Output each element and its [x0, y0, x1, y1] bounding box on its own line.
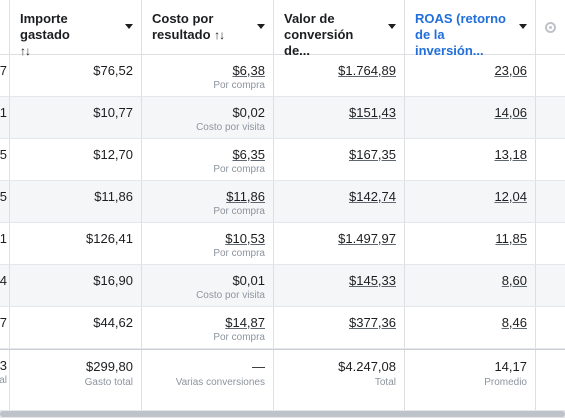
cost-per-result-value: $0,02 [232, 105, 265, 120]
roas-link[interactable]: 14,06 [494, 105, 527, 120]
sort-icon[interactable]: ↑↓ [214, 28, 225, 42]
truncated-cell-value: 1 [0, 231, 7, 246]
cost-per-result-link[interactable]: $14,87 [225, 315, 265, 330]
table-row[interactable]: 1 $10,77 $0,02 Costo por visita $151,43 … [0, 97, 565, 139]
roas-link[interactable]: 11,85 [495, 231, 527, 246]
conversion-value-link[interactable]: $167,35 [349, 147, 396, 162]
truncated-cell-value: 7 [0, 315, 7, 330]
conversion-value-link[interactable]: $1.764,89 [338, 63, 396, 78]
column-header-label: Costo por resultado [152, 11, 214, 42]
spend-value: $126,41 [86, 231, 133, 246]
conversion-value-link[interactable]: $145,33 [349, 273, 396, 288]
spend-value: $44,62 [93, 315, 133, 330]
total-cost-per-result-value: — [252, 359, 265, 374]
cost-per-result-caption: Por compra [213, 80, 265, 91]
spend-value: $10,77 [93, 105, 133, 120]
cost-per-result-link[interactable]: $11,86 [226, 189, 265, 204]
roas-link[interactable]: 23,06 [494, 63, 527, 78]
column-header-label: ROAS (retorno de la inversión... [415, 11, 506, 58]
conversion-value-link[interactable]: $1.497,97 [338, 231, 396, 246]
total-conversion-caption: Total [374, 377, 396, 388]
average-roas-caption: Promedio [484, 377, 527, 388]
cost-per-result-link[interactable]: $6,35 [232, 147, 265, 162]
spend-value: $76,52 [93, 63, 133, 78]
column-header-cost-per-result[interactable]: Costo por resultado ↑↓ [142, 0, 274, 54]
horizontal-scrollbar[interactable] [0, 410, 565, 418]
table-row[interactable]: 1 $126,41 $10,53 Por compra $1.497,97 11… [0, 223, 565, 265]
table-row[interactable]: 4 $16,90 $0,01 Costo por visita $145,33 … [0, 265, 565, 307]
table-row[interactable]: 5 $11,86 $11,86 Por compra $142,74 12,04 [0, 181, 565, 223]
totals-row: 3 al $299,80 Gasto total — Varias conver… [0, 349, 565, 417]
add-column-cell[interactable] [536, 0, 565, 54]
column-header-roas[interactable]: ROAS (retorno de la inversión... [405, 0, 536, 58]
roas-link[interactable]: 8,60 [501, 273, 527, 288]
spend-value: $12,70 [93, 147, 133, 162]
column-header-conversion-value[interactable]: Valor de conversión de... [274, 0, 405, 58]
column-header-label: Valor de conversión de... [284, 11, 354, 58]
spend-value: $16,90 [93, 273, 133, 288]
sort-icon[interactable]: ↑↓ [20, 44, 31, 58]
cost-per-result-link[interactable]: $10,53 [225, 231, 265, 246]
truncated-cell-value: 5 [0, 189, 7, 204]
roas-link[interactable]: 13,18 [494, 147, 527, 162]
table-row[interactable]: 5 $12,70 $6,35 Por compra $167,35 13,18 [0, 139, 565, 181]
chevron-down-icon[interactable] [388, 24, 396, 29]
conversion-value-link[interactable]: $151,43 [349, 105, 396, 120]
chevron-down-icon[interactable] [257, 24, 265, 29]
truncated-cell-value: 5 [0, 147, 7, 162]
cost-per-result-caption: Costo por visita [196, 290, 265, 301]
spend-value: $11,86 [94, 189, 133, 204]
truncated-cell-value: 4 [0, 273, 7, 288]
chevron-down-icon[interactable] [125, 24, 133, 29]
roas-link[interactable]: 12,04 [494, 189, 527, 204]
column-header-label: Importe gastado [20, 11, 70, 42]
cost-per-result-caption: Costo por visita [196, 122, 265, 133]
total-cost-per-result-caption: Varias conversiones [175, 377, 265, 388]
cost-per-result-link[interactable]: $6,38 [232, 63, 265, 78]
total-spend-caption: Gasto total [84, 377, 133, 388]
truncated-cell-caption: al [0, 375, 7, 386]
column-header-spend[interactable]: Importe gastado ↑↓ [10, 0, 142, 58]
total-spend-value: $299,80 [86, 359, 133, 374]
conversion-value-link[interactable]: $377,36 [349, 315, 396, 330]
add-column-icon[interactable] [545, 22, 556, 33]
conversion-value-link[interactable]: $142,74 [349, 189, 396, 204]
truncated-cell-value: 3 [0, 358, 7, 373]
total-conversion-value: $4.247,08 [338, 359, 396, 374]
average-roas-value: 14,17 [494, 359, 527, 374]
table-header: Importe gastado ↑↓ Costo por resultado ↑… [0, 0, 565, 58]
table-row[interactable]: 7 $76,52 $6,38 Por compra $1.764,89 23,0… [0, 55, 565, 97]
chevron-down-icon[interactable] [519, 24, 527, 29]
truncated-cell-value: 1 [0, 105, 7, 120]
cost-per-result-caption: Por compra [213, 332, 265, 343]
table-row[interactable]: 7 $44,62 $14,87 Por compra $377,36 8,46 [0, 307, 565, 349]
roas-link[interactable]: 8,46 [501, 315, 527, 330]
cost-per-result-caption: Por compra [213, 164, 265, 175]
cost-per-result-caption: Por compra [213, 206, 265, 217]
scrollbar-thumb[interactable] [0, 411, 565, 417]
cost-per-result-value: $0,01 [232, 273, 265, 288]
truncated-cell-value: 7 [0, 63, 7, 78]
cost-per-result-caption: Por compra [213, 248, 265, 259]
